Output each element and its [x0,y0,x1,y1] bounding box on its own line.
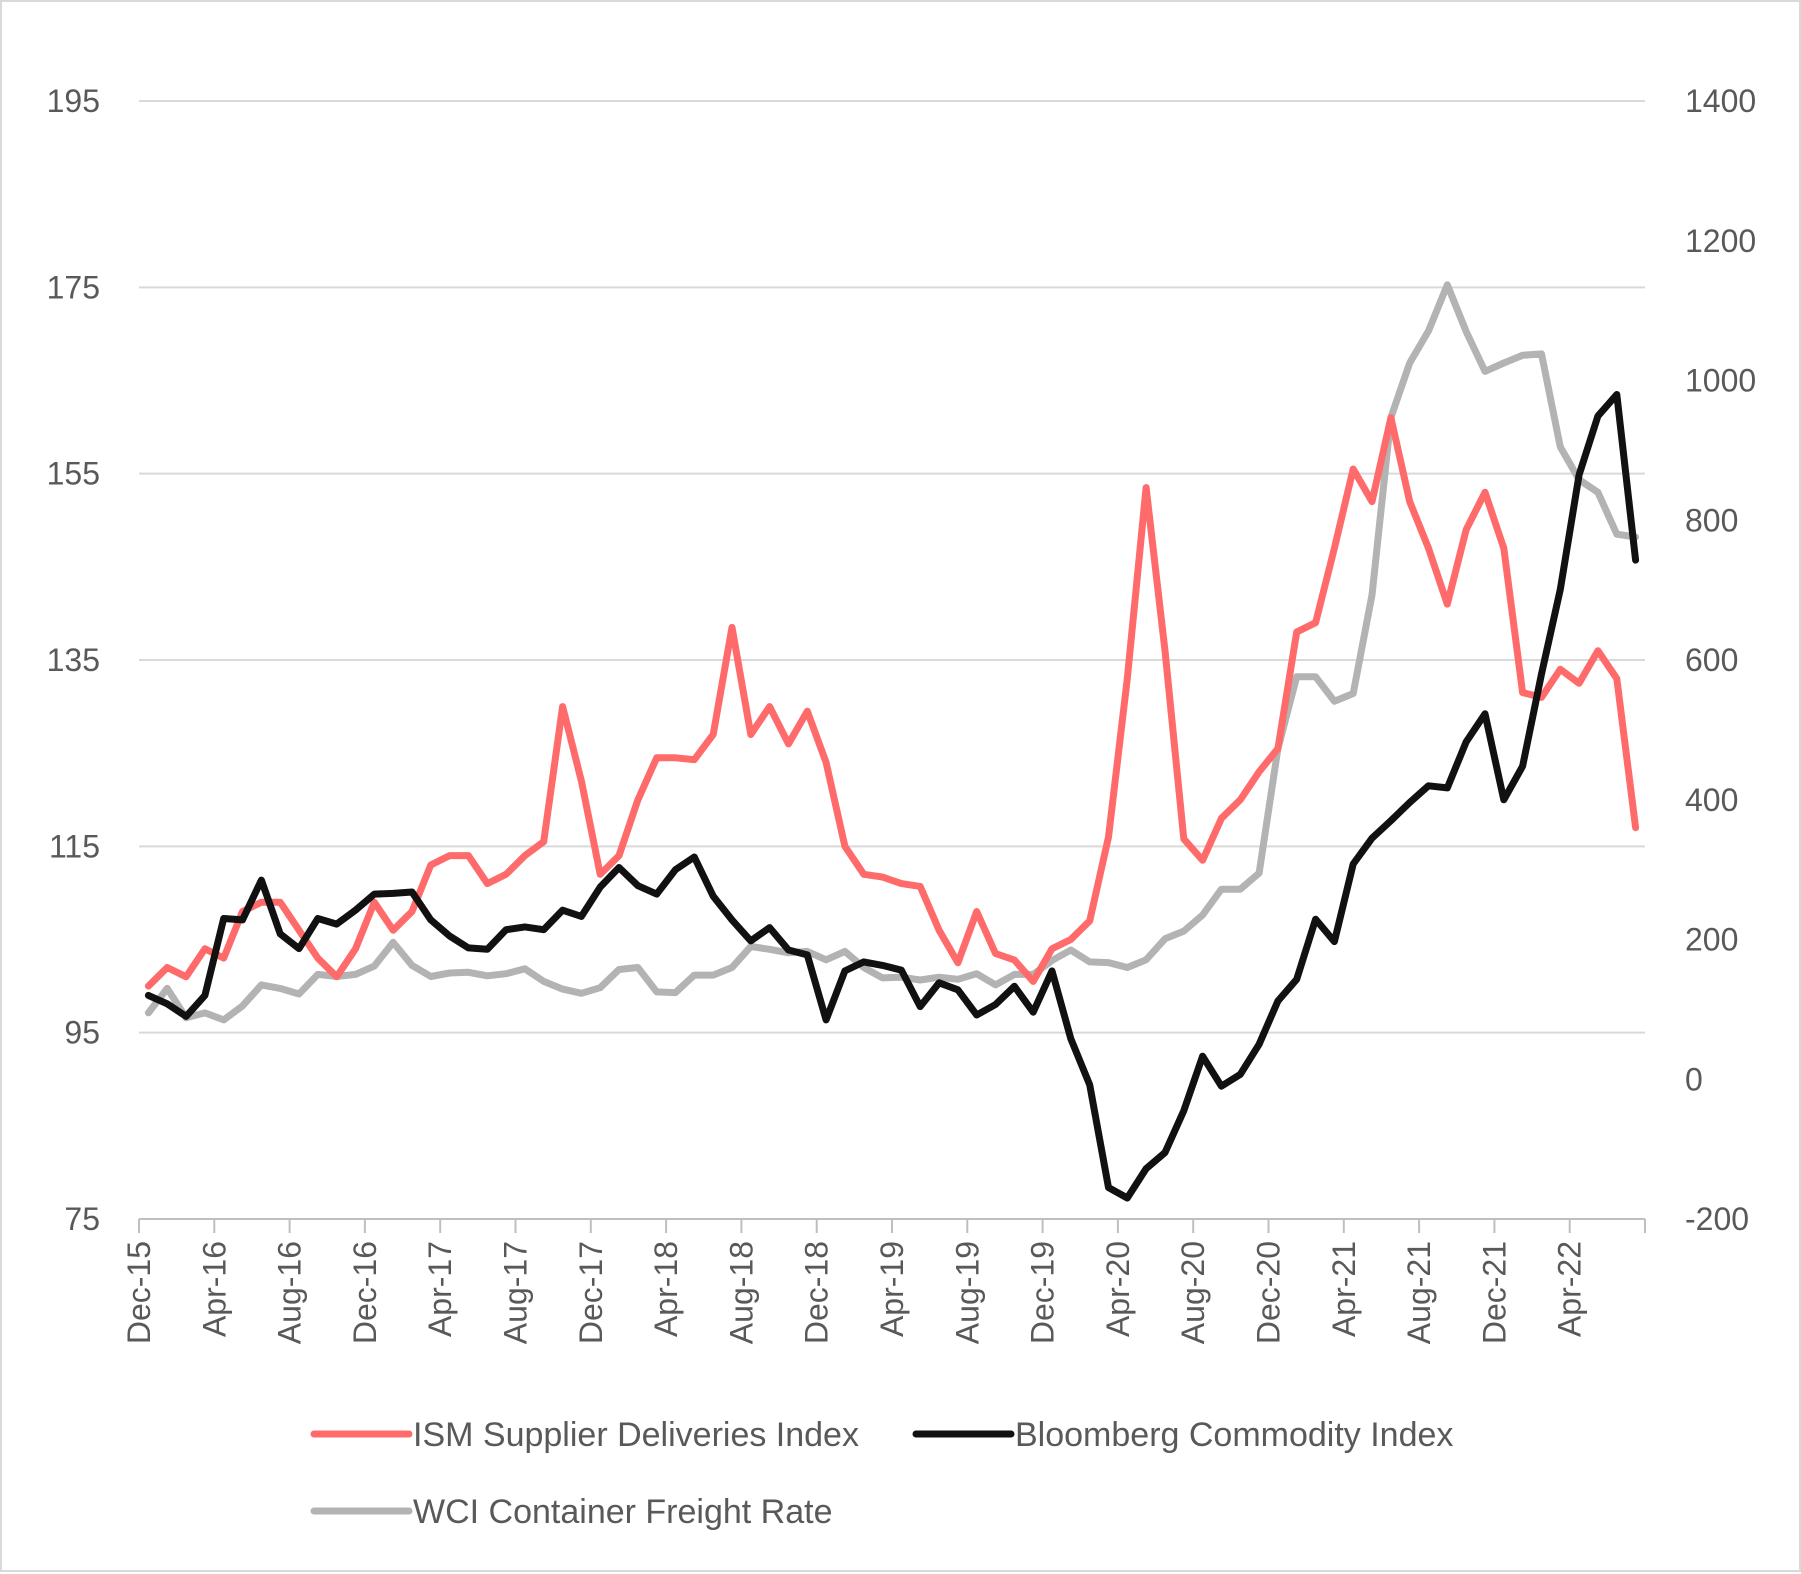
x-tick-label: Dec-20 [1251,1241,1287,1344]
series-line-bloomberg-commodity-index [144,391,1640,1202]
x-tick-label: Apr-20 [1100,1241,1136,1337]
legend-label-ism-supplier-deliveries-index: ISM Supplier Deliveries Index [413,1416,859,1454]
x-tick-label: Apr-21 [1326,1241,1362,1337]
y-right-tick-label: 1000 [1685,363,1756,399]
x-tick-label: Apr-17 [422,1241,458,1337]
legend: ISM Supplier Deliveries Index Bloomberg C… [310,1416,1453,1531]
y-left-tick-label: 135 [47,642,100,678]
y-right-tick-label: 600 [1685,642,1738,678]
legend-label-wci-container-freight-rate: WCI Container Freight Rate [413,1493,833,1531]
y-left-tick-label: 95 [64,1015,100,1051]
y-right-tick-label: -200 [1685,1201,1749,1237]
y-right-tick-label: 800 [1685,502,1738,538]
y-right-tick-label: 1400 [1685,83,1756,119]
x-tick-label: Dec-18 [799,1241,835,1344]
x-tick-label: Apr-18 [648,1241,684,1337]
x-tick-label: Dec-15 [121,1241,157,1344]
legend-label-bloomberg-commodity-index: Bloomberg Commodity Index [1015,1416,1453,1454]
y-left-tick-label: 175 [47,269,100,305]
y-left-tick-label: 155 [47,456,100,492]
x-tick-label: Dec-16 [347,1241,383,1344]
x-tick-label: Apr-19 [874,1241,910,1337]
x-tick-label: Aug-21 [1401,1241,1437,1344]
y-right-tick-label: 1200 [1685,223,1756,259]
x-tick-label: Dec-19 [1025,1241,1061,1344]
x-tick-label: Apr-22 [1552,1241,1588,1337]
x-tick-label: Aug-20 [1175,1241,1211,1344]
x-tick-label: Aug-19 [949,1241,985,1344]
series-line-ism-supplier-deliveries-index [144,414,1640,990]
y-left-tick-label: 75 [64,1201,100,1237]
y-right-tick-label: 400 [1685,782,1738,818]
series-lines [144,281,1640,1202]
x-tick-label: Aug-18 [723,1241,759,1344]
x-tick-label: Dec-21 [1476,1241,1512,1344]
y-left-tick-label: 115 [49,828,100,864]
x-tick-label: Aug-16 [272,1241,308,1344]
y-right-tick-label: 0 [1685,1061,1703,1097]
axes: 75 95 115 135 155 175 195 -200 0 200 400 600 800 1000… [47,83,1757,1344]
x-tick-label: Apr-16 [196,1241,232,1337]
y-right-tick-label: 200 [1685,922,1738,958]
gridlines [139,100,1645,1034]
y-left-tick-label: 195 [47,83,100,119]
x-tick-label: Dec-17 [573,1241,609,1344]
x-tick-label: Aug-17 [498,1241,534,1344]
